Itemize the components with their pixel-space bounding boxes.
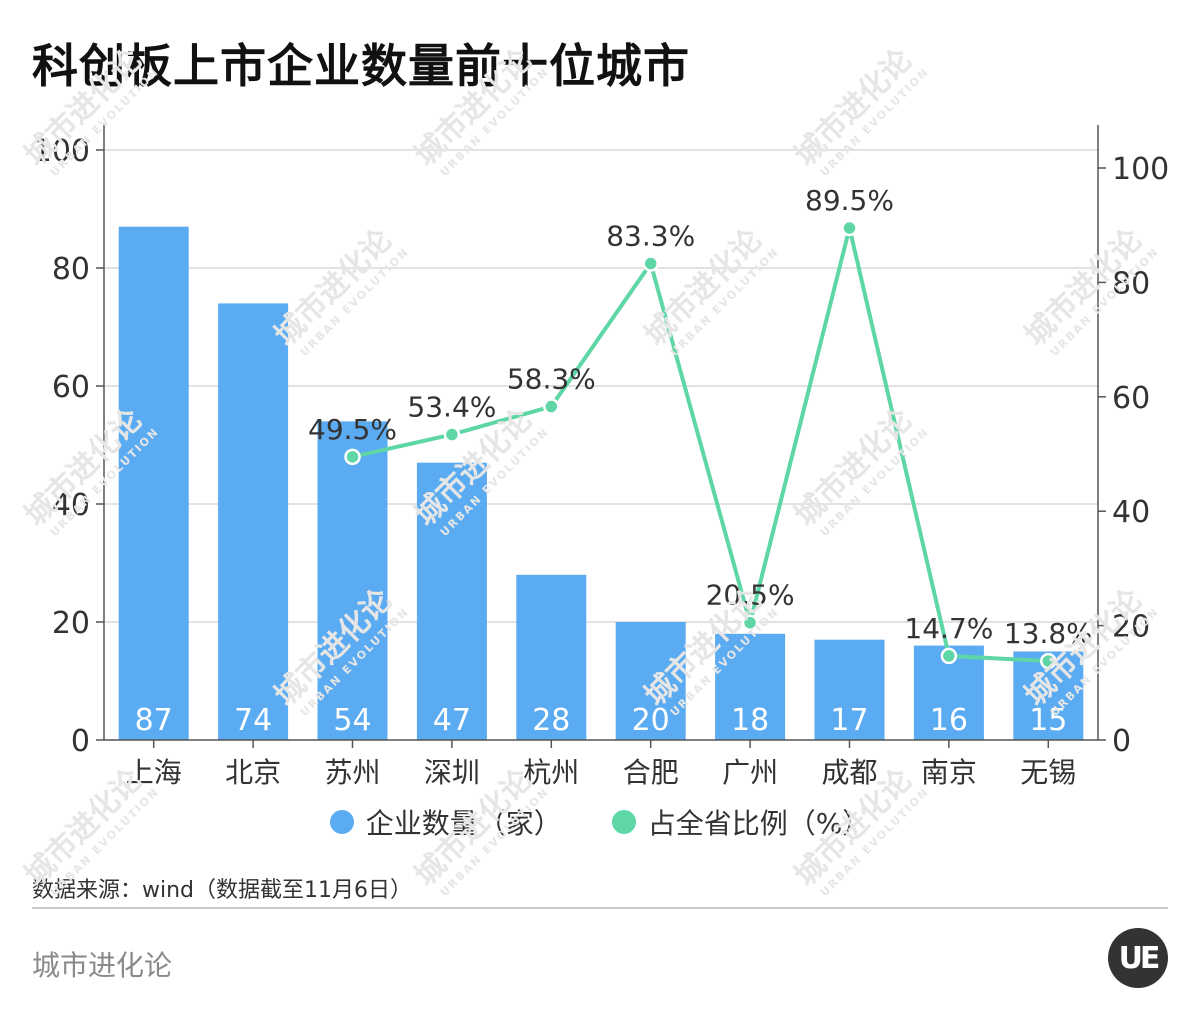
ratio-data-label: 83.3% xyxy=(606,220,695,253)
ratio-point xyxy=(741,614,759,631)
legend-bar-swatch xyxy=(329,810,354,834)
ratio-data-label: 89.5% xyxy=(805,184,894,217)
legend-line-swatch xyxy=(611,810,636,834)
divider xyxy=(32,907,1168,909)
left-tick-label: 0 xyxy=(71,724,90,759)
ratio-point xyxy=(443,426,461,443)
left-tick-label: 20 xyxy=(52,606,90,641)
bar xyxy=(516,574,587,740)
right-tick-label: 80 xyxy=(1112,266,1150,301)
source-note: 数据来源：wind（数据截至11月6日） xyxy=(32,878,413,903)
ratio-data-label: 20.5% xyxy=(706,579,795,612)
brand-logo: UE xyxy=(1108,928,1168,988)
ratio-data-label: 14.7% xyxy=(904,612,993,645)
x-tick-label: 杭州 xyxy=(523,756,579,789)
ratio-point xyxy=(940,647,958,665)
bar-value-label: 18 xyxy=(731,703,769,738)
x-tick-label: 上海 xyxy=(126,756,182,789)
bar-value-label: 47 xyxy=(433,703,471,738)
chart-legend: 企业数量（家） 占全省比例（%） xyxy=(0,802,1200,842)
bar-value-label: 15 xyxy=(1029,703,1067,738)
left-tick-label: 100 xyxy=(33,134,90,169)
brand-name: 城市进化论 xyxy=(32,949,173,982)
bar xyxy=(814,639,885,740)
bar-value-label: 17 xyxy=(830,703,868,738)
left-tick-label: 80 xyxy=(52,252,90,287)
ratio-data-label: 53.4% xyxy=(407,391,496,424)
left-tick-label: 40 xyxy=(52,488,90,523)
x-tick-label: 北京 xyxy=(225,756,281,789)
bar xyxy=(715,633,786,740)
right-tick-label: 0 xyxy=(1112,724,1131,759)
x-tick-label: 深圳 xyxy=(424,756,480,789)
left-tick-label: 60 xyxy=(52,370,90,405)
ratio-line xyxy=(352,227,1049,664)
legend-item-bars[interactable]: 企业数量（家） xyxy=(329,802,562,842)
bar-value-label: 16 xyxy=(930,703,968,738)
combo-chart: 87 74 54 47 28 20 18 17 16 15 49.5% 53.4% 58.3% 83.3… xyxy=(33,125,1169,789)
bar-value-label: 20 xyxy=(632,703,670,738)
bar-value-label: 87 xyxy=(135,703,173,738)
right-tick-label: 40 xyxy=(1112,495,1150,530)
bar-value-label: 28 xyxy=(532,703,570,738)
legend-line-label: 占全省比例（%） xyxy=(647,807,871,840)
ratio-point xyxy=(642,255,659,272)
ratio-point xyxy=(841,219,858,237)
bar-value-label: 74 xyxy=(234,703,272,738)
right-tick-label: 60 xyxy=(1112,381,1150,416)
x-tick-label: 苏州 xyxy=(324,756,380,789)
ratio-point xyxy=(543,398,560,415)
x-tick-label: 合肥 xyxy=(623,756,679,789)
x-tick-label: 广州 xyxy=(722,756,778,789)
bar xyxy=(615,622,686,740)
bar-value-label: 54 xyxy=(333,703,371,738)
legend-item-line[interactable]: 占全省比例（%） xyxy=(611,802,871,842)
ratio-point xyxy=(1040,652,1057,670)
bar xyxy=(118,226,189,740)
x-tick-label: 成都 xyxy=(821,756,877,789)
right-tick-label: 100 xyxy=(1112,152,1169,187)
bar xyxy=(416,462,487,740)
right-tick-label: 20 xyxy=(1112,610,1150,645)
ratio-data-label: 49.5% xyxy=(308,413,397,446)
chart-title: 科创板上市企业数量前十位城市 xyxy=(32,39,690,93)
ratio-data-label: 58.3% xyxy=(507,363,596,396)
bar xyxy=(317,421,388,740)
ratio-point xyxy=(344,448,361,466)
legend-bar-label: 企业数量（家） xyxy=(365,807,562,840)
ratio-data-label: 13.8% xyxy=(1004,617,1093,650)
x-tick-label: 南京 xyxy=(921,756,977,789)
x-tick-label: 无锡 xyxy=(1020,756,1076,789)
bar xyxy=(218,303,289,740)
